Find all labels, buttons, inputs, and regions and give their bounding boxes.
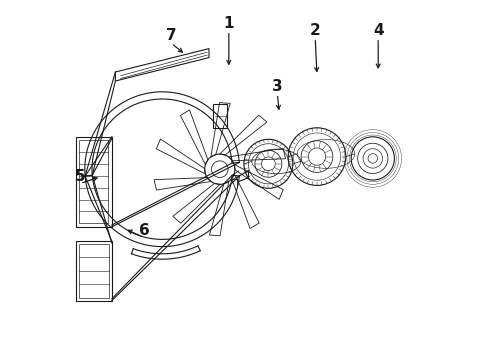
Text: 2: 2 [310, 23, 320, 38]
Text: 4: 4 [373, 23, 384, 38]
Text: 1: 1 [223, 16, 234, 31]
Text: 7: 7 [166, 28, 176, 44]
Text: 6: 6 [139, 223, 149, 238]
Text: 5: 5 [75, 169, 85, 184]
Text: 3: 3 [272, 79, 283, 94]
